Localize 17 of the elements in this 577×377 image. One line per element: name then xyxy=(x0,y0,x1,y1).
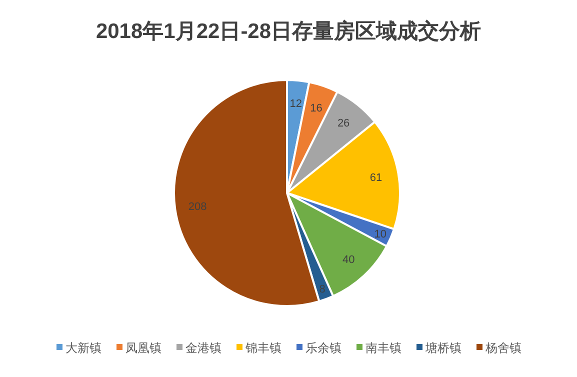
data-label: 208 xyxy=(188,201,207,213)
data-label: 26 xyxy=(337,117,350,130)
legend-label: 塘桥镇 xyxy=(424,341,462,355)
data-label: 61 xyxy=(370,172,382,184)
chart-title: 2018年1月22日-28日存量房区域成交分析 xyxy=(96,19,482,43)
legend-label: 杨舍镇 xyxy=(484,341,522,355)
legend-label: 南丰镇 xyxy=(366,341,402,355)
data-label: 16 xyxy=(310,102,322,114)
data-label: 8 xyxy=(319,283,326,296)
legend-label: 乐余镇 xyxy=(306,341,342,355)
data-label: 40 xyxy=(342,254,355,266)
legend-label: 金港镇 xyxy=(186,341,222,355)
legend-label: 凤凰镇 xyxy=(126,341,162,355)
data-label: 10 xyxy=(374,228,386,240)
legend-label: 大新镇 xyxy=(66,341,102,355)
data-label: 12 xyxy=(290,98,302,110)
legend-label: 锦丰镇 xyxy=(244,341,282,355)
